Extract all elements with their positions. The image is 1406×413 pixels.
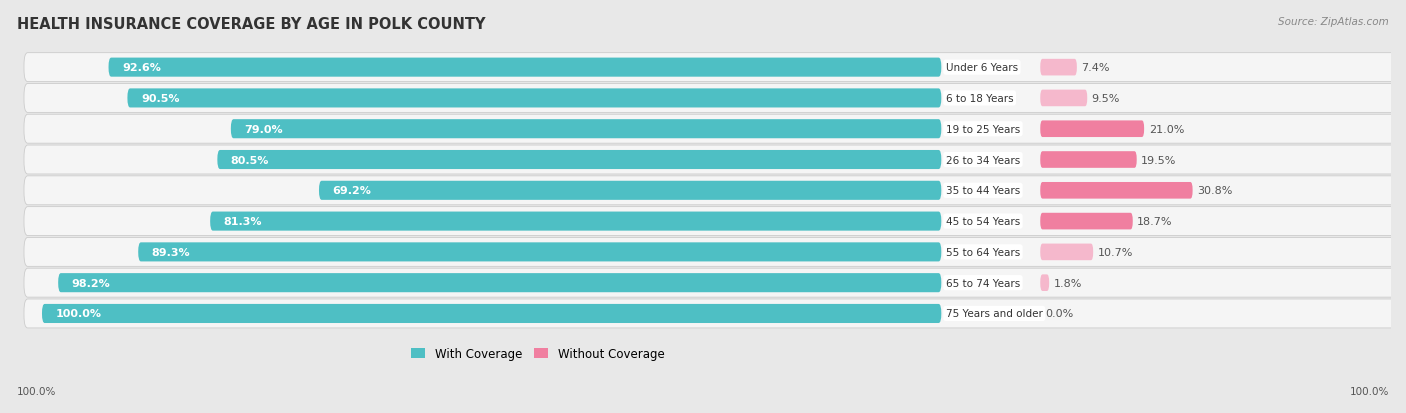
Text: 1.8%: 1.8% (1053, 278, 1083, 288)
Text: 98.2%: 98.2% (72, 278, 111, 288)
FancyBboxPatch shape (138, 243, 942, 262)
FancyBboxPatch shape (231, 120, 942, 139)
FancyBboxPatch shape (24, 115, 1406, 144)
Text: 35 to 44 Years: 35 to 44 Years (946, 186, 1021, 196)
FancyBboxPatch shape (24, 146, 1406, 175)
Text: 45 to 54 Years: 45 to 54 Years (946, 216, 1021, 227)
Text: 65 to 74 Years: 65 to 74 Years (946, 278, 1021, 288)
FancyBboxPatch shape (1040, 152, 1136, 169)
Text: 26 to 34 Years: 26 to 34 Years (946, 155, 1021, 165)
FancyBboxPatch shape (24, 299, 1406, 328)
FancyBboxPatch shape (24, 84, 1406, 113)
Text: 10.7%: 10.7% (1098, 247, 1133, 257)
Text: Source: ZipAtlas.com: Source: ZipAtlas.com (1278, 17, 1389, 26)
Text: 30.8%: 30.8% (1197, 186, 1233, 196)
Text: 55 to 64 Years: 55 to 64 Years (946, 247, 1021, 257)
FancyBboxPatch shape (1040, 59, 1077, 76)
FancyBboxPatch shape (218, 151, 942, 170)
FancyBboxPatch shape (1040, 213, 1133, 230)
Text: 80.5%: 80.5% (231, 155, 269, 165)
Text: 69.2%: 69.2% (332, 186, 371, 196)
Text: 6 to 18 Years: 6 to 18 Years (946, 94, 1014, 104)
FancyBboxPatch shape (58, 273, 942, 292)
FancyBboxPatch shape (1040, 183, 1192, 199)
FancyBboxPatch shape (1040, 244, 1094, 261)
FancyBboxPatch shape (24, 54, 1406, 83)
Text: 19.5%: 19.5% (1142, 155, 1177, 165)
Text: Under 6 Years: Under 6 Years (946, 63, 1018, 73)
Legend: With Coverage, Without Coverage: With Coverage, Without Coverage (406, 342, 669, 365)
Text: 9.5%: 9.5% (1091, 94, 1121, 104)
Text: 79.0%: 79.0% (245, 124, 283, 134)
FancyBboxPatch shape (24, 238, 1406, 267)
FancyBboxPatch shape (42, 304, 942, 323)
FancyBboxPatch shape (1040, 121, 1144, 138)
Text: 92.6%: 92.6% (122, 63, 160, 73)
FancyBboxPatch shape (108, 59, 942, 78)
Text: 81.3%: 81.3% (224, 216, 262, 227)
Text: 90.5%: 90.5% (141, 94, 180, 104)
Text: 89.3%: 89.3% (152, 247, 190, 257)
Text: 100.0%: 100.0% (1350, 387, 1389, 396)
Text: 75 Years and older: 75 Years and older (946, 309, 1043, 319)
FancyBboxPatch shape (24, 268, 1406, 297)
FancyBboxPatch shape (1040, 90, 1087, 107)
FancyBboxPatch shape (24, 207, 1406, 236)
Text: 18.7%: 18.7% (1137, 216, 1173, 227)
FancyBboxPatch shape (128, 89, 942, 108)
Text: 100.0%: 100.0% (17, 387, 56, 396)
FancyBboxPatch shape (24, 176, 1406, 205)
FancyBboxPatch shape (1040, 275, 1049, 291)
Text: 7.4%: 7.4% (1081, 63, 1109, 73)
Text: 21.0%: 21.0% (1149, 124, 1184, 134)
Text: 0.0%: 0.0% (1045, 309, 1073, 319)
Text: HEALTH INSURANCE COVERAGE BY AGE IN POLK COUNTY: HEALTH INSURANCE COVERAGE BY AGE IN POLK… (17, 17, 485, 31)
Text: 19 to 25 Years: 19 to 25 Years (946, 124, 1021, 134)
Text: 100.0%: 100.0% (55, 309, 101, 319)
FancyBboxPatch shape (319, 181, 942, 200)
FancyBboxPatch shape (209, 212, 942, 231)
